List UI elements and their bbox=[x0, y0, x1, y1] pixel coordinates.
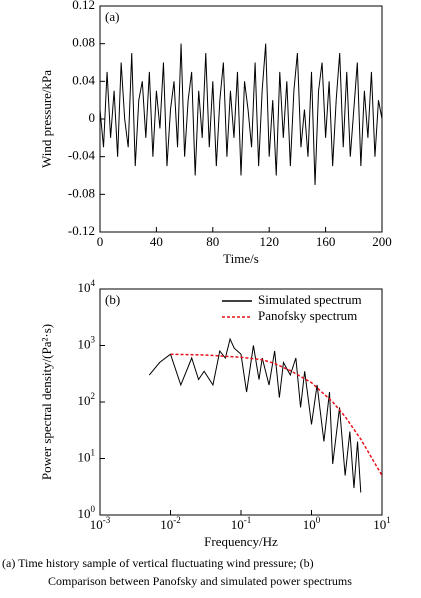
x-tick-label: 40 bbox=[150, 234, 163, 249]
y-tick-label: -0.12 bbox=[68, 223, 95, 238]
x-tick-label: 80 bbox=[206, 234, 219, 249]
x-tick-label: 200 bbox=[372, 234, 392, 249]
annotation: (b) bbox=[105, 292, 120, 307]
x-tick-label: 10-3 bbox=[90, 515, 111, 532]
x-tick-label: 10-2 bbox=[160, 515, 181, 532]
y-tick-label: 0.04 bbox=[72, 72, 95, 87]
data-line bbox=[99, 43, 383, 185]
legend-label: Panofsky spectrum bbox=[258, 308, 357, 323]
x-axis-label: Frequency/Hz bbox=[204, 534, 278, 549]
y-tick-label: 0 bbox=[89, 110, 96, 125]
y-tick-label: 0.08 bbox=[72, 35, 95, 50]
data-line bbox=[148, 337, 362, 493]
y-tick-label: 0.12 bbox=[72, 0, 95, 12]
y-tick-label: 103 bbox=[78, 335, 96, 352]
annotation: (a) bbox=[105, 9, 119, 24]
plot-frame bbox=[99, 5, 383, 233]
caption-line: (a) Time history sample of vertical fluc… bbox=[2, 556, 314, 570]
y-tick-label: 104 bbox=[78, 278, 96, 295]
y-tick-label: -0.04 bbox=[68, 148, 96, 163]
x-tick-label: 160 bbox=[316, 234, 336, 249]
y-tick-label: 102 bbox=[78, 391, 96, 408]
caption-line: Comparison between Panofsky and simulate… bbox=[48, 574, 352, 588]
legend-label: Simulated spectrum bbox=[258, 292, 362, 307]
y-axis-label: Power spectral density/(Pa²·s) bbox=[39, 324, 54, 480]
y-tick-label: -0.08 bbox=[68, 185, 95, 200]
x-tick-label: 10-1 bbox=[231, 515, 252, 532]
y-tick-label: 101 bbox=[78, 448, 96, 465]
x-tick-label: 120 bbox=[259, 234, 279, 249]
x-axis-label: Time/s bbox=[223, 251, 259, 266]
x-tick-label: 0 bbox=[97, 234, 104, 249]
x-tick-label: 101 bbox=[373, 515, 391, 532]
data-line bbox=[170, 353, 383, 476]
x-tick-label: 100 bbox=[303, 515, 321, 532]
figure: 0 40 80 120 160 200 -0.12 -0.08 -0.04 0 0.04 0.08 0.… bbox=[39, 0, 392, 549]
y-axis-label: Wind pressure/kPa bbox=[39, 70, 54, 168]
